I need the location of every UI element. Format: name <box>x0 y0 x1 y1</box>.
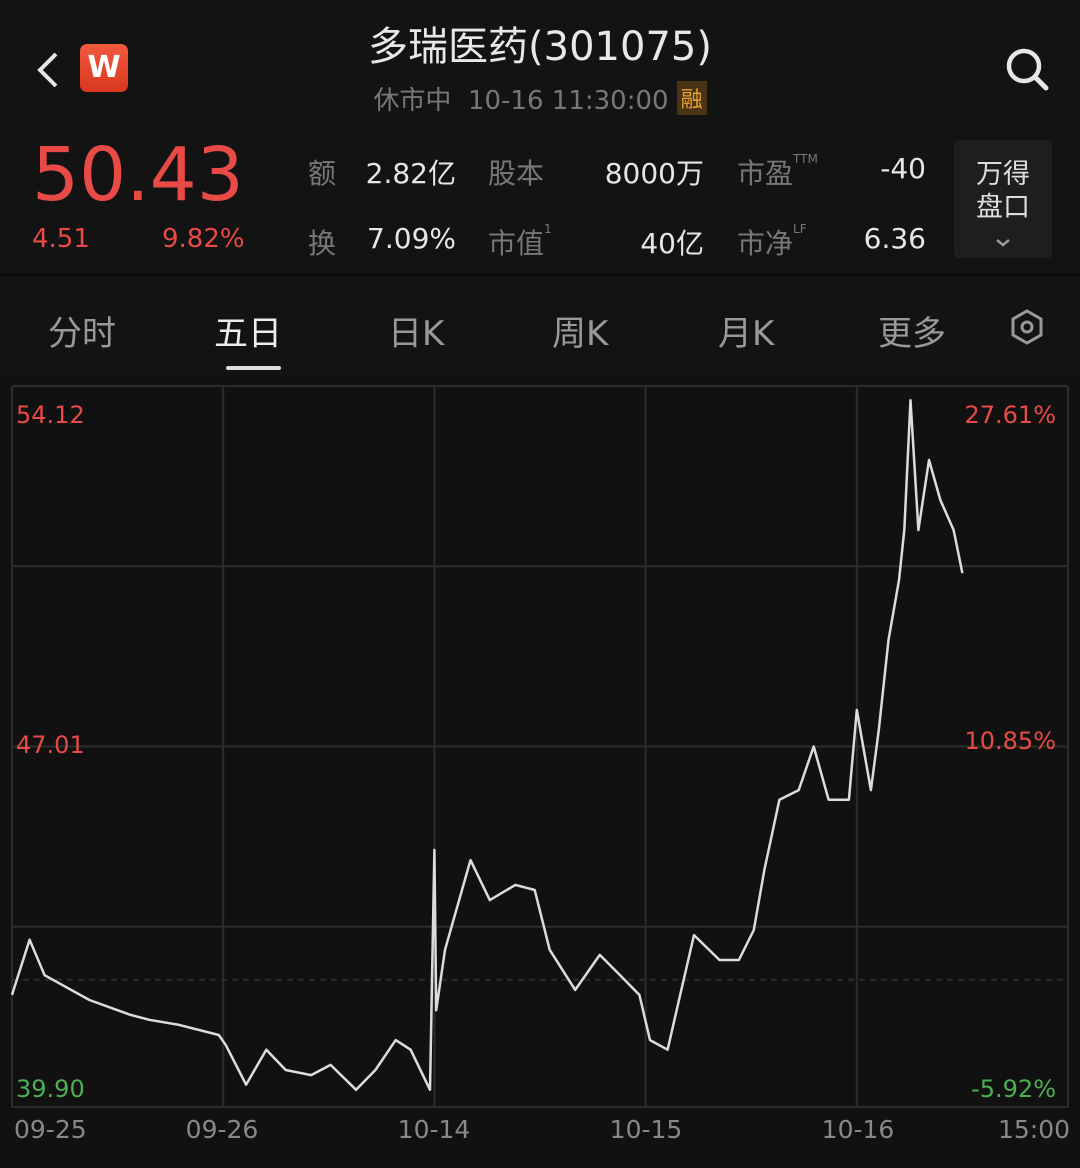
active-tab-indicator <box>226 366 281 370</box>
stat-value: 8000万 <box>604 157 704 190</box>
five-day-chart[interactable]: 54.12 47.01 39.90 27.61% 10.85% -5.92% 0… <box>0 374 1080 1168</box>
tab-monthly-k[interactable]: 月K <box>718 314 775 354</box>
stat-label-text: 市净 <box>737 227 794 260</box>
stat-value: 7.09% <box>367 222 456 255</box>
stat-value: 40亿 <box>640 227 704 260</box>
tab-five-day[interactable]: 五日 <box>214 314 282 354</box>
chart-background <box>0 374 1080 1168</box>
status-text: 休市中 <box>373 86 452 116</box>
stat-label: 市盈TTM <box>737 152 818 192</box>
chevron-left-icon[interactable] <box>30 48 70 92</box>
divider <box>0 274 1080 276</box>
stat-sup: 1 <box>544 222 552 236</box>
tab-more[interactable]: 更多 <box>878 314 946 354</box>
wind-logo[interactable]: W <box>80 44 128 92</box>
tab-daily-k[interactable]: 日K <box>388 314 445 354</box>
stat-label: 额 <box>308 157 337 190</box>
x-tick: 10-14 <box>398 1115 471 1144</box>
datetime: 10-16 11:30:00 <box>467 86 669 116</box>
chevron-down-icon <box>996 239 1010 247</box>
x-tick: 15:00 <box>998 1115 1070 1144</box>
x-tick: 10-15 <box>610 1115 683 1144</box>
margin-badge: 融 <box>676 81 707 115</box>
stat-value: -40 <box>880 152 926 185</box>
x-tick: 09-25 <box>14 1115 87 1144</box>
y-tick-left: 47.01 <box>16 731 85 759</box>
stat-label: 股本 <box>488 157 545 190</box>
wind-depth-button[interactable]: 万得 盘口 <box>954 140 1052 258</box>
last-price: 50.43 <box>32 132 244 218</box>
stat-label-text: 市值 <box>488 227 545 260</box>
price-change: 4.51 <box>32 224 90 254</box>
market-status: 休市中 10-16 11:30:00 融 <box>0 80 1080 117</box>
y-tick-right: 27.61% <box>964 401 1056 429</box>
price-change-pct: 9.82% <box>162 224 245 254</box>
search-icon[interactable] <box>1002 44 1052 94</box>
stat-label-text: 市盈 <box>737 157 794 190</box>
tab-intraday[interactable]: 分时 <box>48 314 116 354</box>
stat-label: 换 <box>308 227 337 260</box>
x-tick: 09-26 <box>186 1115 259 1144</box>
y-tick-right: -5.92% <box>971 1075 1056 1103</box>
y-tick-left: 54.12 <box>16 401 85 429</box>
stat-label: 市净LF <box>737 222 807 262</box>
tab-weekly-k[interactable]: 周K <box>552 314 609 354</box>
price-line <box>10 398 964 1092</box>
wind-button-line2: 盘口 <box>976 192 1030 223</box>
stat-value: 2.82亿 <box>365 157 456 190</box>
stat-value: 6.36 <box>863 222 926 255</box>
x-tick: 10-16 <box>822 1115 895 1144</box>
wind-button-line1: 万得 <box>976 159 1030 190</box>
page-title: 多瑞医药(301075) <box>368 24 712 70</box>
stat-sup: LF <box>793 222 807 236</box>
stat-label: 市值1 <box>488 222 552 262</box>
y-tick-left: 39.90 <box>16 1075 85 1103</box>
settings-icon[interactable] <box>1008 308 1046 346</box>
y-tick-right: 10.85% <box>964 727 1056 755</box>
stat-sup: TTM <box>793 152 818 166</box>
